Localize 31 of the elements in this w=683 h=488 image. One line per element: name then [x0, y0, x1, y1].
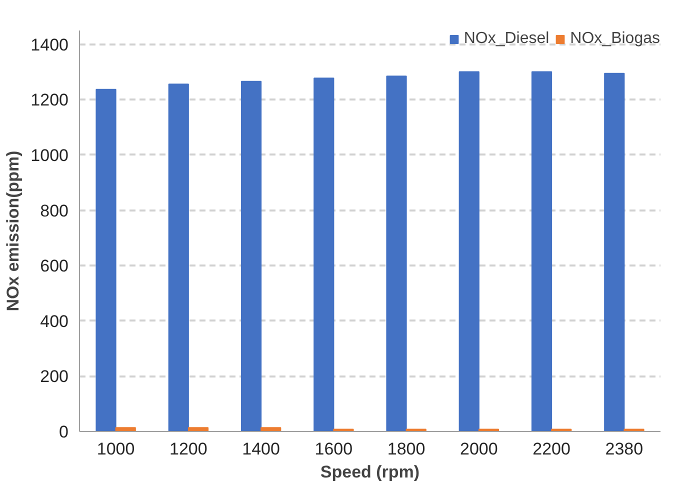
bar	[115, 427, 136, 432]
x-tick-label: 2380	[605, 440, 644, 458]
bar	[314, 78, 334, 432]
x-tick-label: 2000	[460, 440, 498, 458]
y-tick-label: 1000	[30, 146, 69, 165]
x-tick-label: 1200	[170, 440, 208, 458]
bar	[531, 71, 552, 432]
legend-label: NOx_Biogas	[570, 30, 660, 48]
x-tick-label: 1000	[96, 440, 135, 458]
x-axis-title: Speed (rpm)	[320, 462, 420, 482]
y-tick-label: 400	[40, 312, 69, 331]
x-tick-label: 1400	[242, 440, 280, 458]
x-tick-label: 2200	[532, 440, 570, 458]
bar	[386, 76, 407, 432]
bar	[168, 84, 189, 432]
y-tick-label: 1200	[30, 90, 69, 110]
bar	[240, 80, 262, 432]
bar	[458, 71, 480, 432]
x-tick-label: 1600	[314, 440, 353, 458]
y-tick-label: 1400	[30, 35, 69, 54]
bar	[604, 72, 625, 432]
bar	[188, 427, 209, 432]
y-tick-label: 800	[40, 201, 69, 220]
y-tick-label: 200	[40, 367, 69, 386]
legend-label: NOx_Diesel	[464, 30, 550, 48]
y-tick-label: 600	[40, 256, 69, 276]
y-axis-title: NOx emission(ppm)	[4, 150, 23, 312]
x-tick-label: 1800	[387, 440, 426, 458]
y-tick-label: 0	[59, 422, 69, 442]
bar	[96, 88, 116, 432]
bar	[260, 427, 282, 432]
